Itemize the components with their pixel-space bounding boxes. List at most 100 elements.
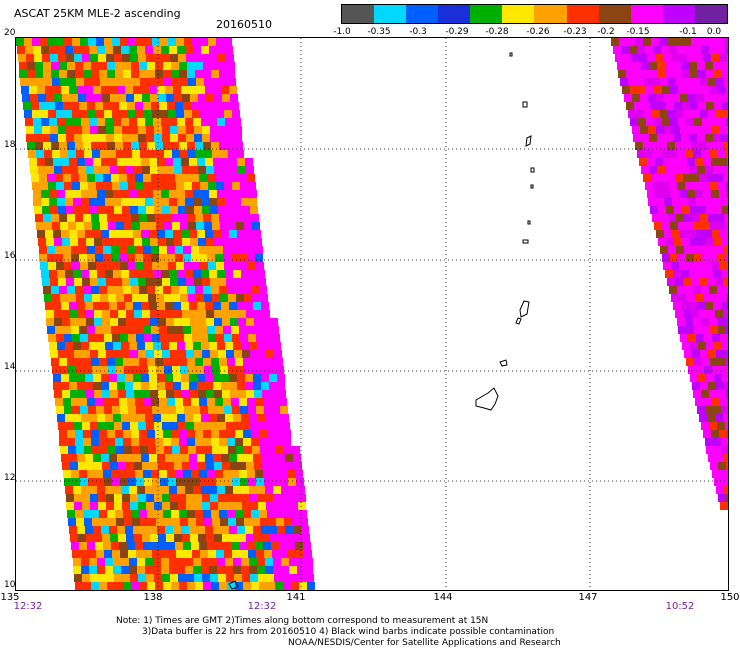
swath-cell (703, 398, 711, 406)
swath-cell (727, 294, 728, 302)
swath-cell (307, 582, 315, 590)
swath-cell (255, 326, 263, 334)
swath-cell (130, 350, 138, 358)
swath-cell (174, 390, 182, 398)
swath-cell (715, 310, 723, 318)
swath-cell (67, 358, 75, 366)
swath-cell (240, 262, 248, 270)
swath-cell (72, 110, 80, 118)
swath-cell (83, 582, 91, 590)
swath-cell (722, 478, 728, 486)
swath-cell (727, 190, 728, 198)
swath-cell (231, 246, 239, 254)
swath-cell (91, 142, 99, 150)
swath-cell (174, 238, 182, 246)
swath-cell (76, 78, 84, 86)
swath-cell (72, 406, 80, 414)
swath-cell (121, 342, 129, 350)
swath-cell (56, 334, 64, 342)
swath-cell (280, 406, 288, 414)
swath-cell (653, 150, 661, 158)
swath-cell (713, 438, 721, 446)
swath-cell (178, 54, 186, 62)
swath-cell (71, 246, 79, 254)
swath-cell (104, 550, 112, 558)
swath-cell (244, 366, 252, 374)
swath-cell (161, 558, 169, 566)
swath-cell (28, 78, 36, 86)
swath-cell (186, 494, 194, 502)
swath-cell (254, 462, 262, 470)
swath-cell (123, 358, 131, 366)
swath-cell (711, 158, 719, 166)
swath-cell (150, 390, 158, 398)
swath-cell (271, 398, 279, 406)
swath-cell (147, 214, 155, 222)
swath-cell (250, 278, 258, 286)
swath-cell (216, 334, 224, 342)
swath-cell (652, 110, 660, 118)
swath-cell (193, 198, 201, 206)
swath-cell (83, 438, 91, 446)
swath-cell (713, 62, 721, 70)
swath-cell (47, 326, 55, 334)
swath-cell (680, 230, 688, 238)
swath-cell (639, 158, 647, 166)
swath-cell (140, 78, 148, 86)
swath-cell (230, 534, 238, 542)
swath-cell (171, 582, 179, 590)
swath-cell (190, 462, 198, 470)
swath-cell (200, 38, 208, 46)
swath-cell (89, 342, 97, 350)
swath-cell (171, 510, 179, 518)
swath-cell (703, 158, 711, 166)
swath-cell (137, 190, 145, 198)
swath-cell (82, 54, 90, 62)
swath-cell (229, 230, 237, 238)
swath-cell (228, 366, 236, 374)
swath-cell (235, 510, 243, 518)
swath-cell (712, 230, 720, 238)
swath-cell (668, 78, 676, 86)
swath-cell (66, 126, 74, 134)
swath-cell (164, 150, 172, 158)
swath-cell (207, 246, 215, 254)
swath-cell (108, 366, 116, 374)
swath-cell (97, 558, 105, 566)
swath-cell (196, 222, 204, 230)
swath-cell (155, 358, 163, 366)
swath-cell (106, 54, 114, 62)
swath-cell (707, 414, 715, 422)
swath-cell (646, 86, 654, 94)
swath-cell (679, 262, 687, 270)
swath-cell (107, 430, 115, 438)
swath-cell (158, 318, 166, 326)
swath-cell (717, 182, 725, 190)
swath-cell (693, 390, 701, 398)
swath-cell (105, 46, 113, 54)
swath-cell (181, 454, 189, 462)
swath-cell (680, 334, 688, 342)
swath-cell (99, 214, 107, 222)
swath-cell (705, 438, 713, 446)
swath-cell (237, 302, 245, 310)
swath-cell (129, 46, 137, 54)
swath-cell (176, 478, 184, 486)
swath-cell (277, 526, 285, 534)
swath-cell (147, 70, 155, 78)
swath-cell (232, 334, 240, 342)
swath-cell (259, 582, 267, 590)
swath-cell (655, 158, 663, 166)
swath-cell (83, 358, 91, 366)
swath-cell (283, 582, 291, 590)
swath-cell (641, 166, 649, 174)
swath-cell (72, 38, 80, 46)
swath-cell (138, 350, 146, 358)
swath-cell (685, 46, 693, 54)
swath-cell (708, 78, 716, 86)
swath-cell (209, 342, 217, 350)
swath-cell (712, 94, 720, 102)
swath-cell (84, 366, 92, 374)
swath-cell (179, 430, 187, 438)
swath-cell (147, 510, 155, 518)
